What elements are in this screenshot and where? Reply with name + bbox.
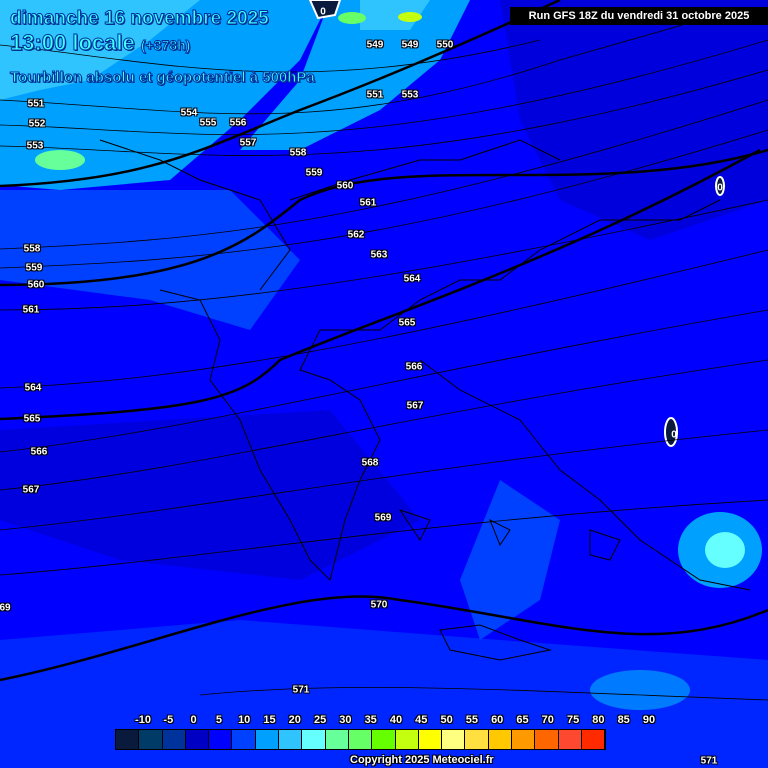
- contour-label: 558: [289, 147, 307, 159]
- forecast-date: dimanche 16 novembre 2025: [10, 8, 270, 30]
- lead-time: (+378h): [140, 37, 191, 54]
- legend-tick: 35: [364, 714, 377, 726]
- contour-label: 571: [292, 684, 310, 696]
- contour-label: 549: [401, 39, 419, 51]
- legend-tick: 15: [263, 714, 276, 726]
- contour-label: 569: [374, 512, 392, 524]
- field-title: Tourbillon absolu et géopotentiel à 500h…: [10, 69, 316, 87]
- contour-label: 558: [23, 243, 41, 255]
- legend-swatch: [465, 730, 489, 749]
- contour-label: 562: [347, 229, 365, 241]
- legend-tick: 30: [339, 714, 352, 726]
- legend-tick: 0: [190, 714, 197, 726]
- legend-tick: 90: [642, 714, 656, 726]
- contour-label: 557: [239, 137, 257, 149]
- local-time: 13:00 locale: [10, 30, 136, 56]
- legend-tick: 85: [617, 714, 630, 726]
- legend-swatch: [116, 730, 140, 749]
- legend-ticks: -10 -5 0 5 10 15 20 25 30 35 40 45 50 55 60 65 70 75 80 85 9…: [105, 714, 665, 726]
- legend-swatch: [372, 730, 396, 749]
- legend-swatch: [185, 730, 210, 749]
- legend-swatch: [535, 730, 559, 749]
- contour-label: 571: [700, 755, 718, 767]
- legend-swatch: [325, 730, 349, 749]
- legend-tick: 75: [566, 714, 580, 726]
- legend-swatch: [488, 730, 513, 749]
- contour-label: 556: [229, 117, 247, 129]
- legend-tick: 60: [491, 714, 504, 726]
- contour-label: 552: [28, 118, 46, 130]
- legend-swatch: [348, 730, 373, 749]
- contour-label: 565: [23, 413, 41, 425]
- legend-swatch: [255, 730, 280, 749]
- legend-swatch: [558, 730, 582, 749]
- legend-swatch: [162, 730, 186, 749]
- contour-label: 553: [401, 89, 419, 101]
- legend-tick: 50: [440, 714, 453, 726]
- contour-label: 551: [27, 98, 45, 110]
- contour-label: 565: [398, 317, 416, 329]
- contour-label: 551: [366, 89, 384, 101]
- legend-swatch: [302, 730, 326, 749]
- legend-tick: 40: [389, 714, 403, 726]
- forecast-time: 13:00 locale (+378h): [10, 30, 191, 56]
- legend-tick: 65: [516, 714, 529, 726]
- legend-tick: 20: [288, 714, 301, 726]
- run-info: Run GFS 18Z du vendredi 31 octobre 2025: [510, 7, 768, 25]
- contour-label: 561: [359, 197, 377, 209]
- copyright: Copyright 2025 Meteociel.fr: [350, 754, 494, 766]
- contour-label: 554: [180, 107, 198, 119]
- contour-label: 69: [0, 602, 11, 614]
- legend-swatch: [418, 730, 443, 749]
- legend-tick: 80: [592, 714, 605, 726]
- legend-swatch: [232, 730, 256, 749]
- legend-swatch: [442, 730, 466, 749]
- legend-tick: 55: [465, 714, 479, 726]
- legend-swatch: [395, 730, 419, 749]
- legend-swatch: [512, 730, 536, 749]
- zero-vorticity-label: 0: [671, 429, 677, 441]
- contour-label: 553: [26, 140, 44, 152]
- contour-label: 563: [370, 249, 388, 261]
- contour-label: 555: [199, 117, 217, 129]
- contour-label: 567: [22, 484, 40, 496]
- legend-tick: 45: [415, 714, 428, 726]
- geopotential-contours: [0, 0, 768, 701]
- legend-swatch: [209, 730, 233, 749]
- contour-label: 560: [336, 180, 354, 192]
- contour-label: 567: [406, 400, 424, 412]
- contour-label: 549: [366, 39, 384, 51]
- legend-tick: 70: [541, 714, 554, 726]
- legend-tick: 5: [215, 714, 222, 726]
- zero-vorticity-label: 0: [717, 182, 723, 194]
- contour-label: 566: [30, 446, 48, 458]
- legend-tick: 10: [238, 714, 251, 726]
- coastlines-borders: [99, 139, 751, 661]
- contour-label: 559: [25, 262, 43, 274]
- contour-label: 550: [436, 39, 454, 51]
- contour-label: 564: [403, 273, 421, 285]
- legend-tick: -10: [135, 714, 151, 726]
- contour-label: 566: [405, 361, 423, 373]
- contour-label: 561: [22, 304, 40, 316]
- contour-label: 564: [24, 382, 42, 394]
- legend-swatch: [581, 730, 606, 749]
- contour-label: 559: [305, 167, 323, 179]
- zero-vorticity-label: 0: [320, 6, 326, 18]
- legend-swatch: [139, 730, 163, 749]
- legend-tick: -5: [163, 714, 174, 726]
- contour-label: 570: [370, 599, 388, 611]
- contour-label: 560: [27, 279, 45, 291]
- legend-tick: 25: [313, 714, 327, 726]
- legend-swatch: [279, 730, 303, 749]
- contour-label: 568: [361, 457, 379, 469]
- color-legend: [115, 729, 607, 750]
